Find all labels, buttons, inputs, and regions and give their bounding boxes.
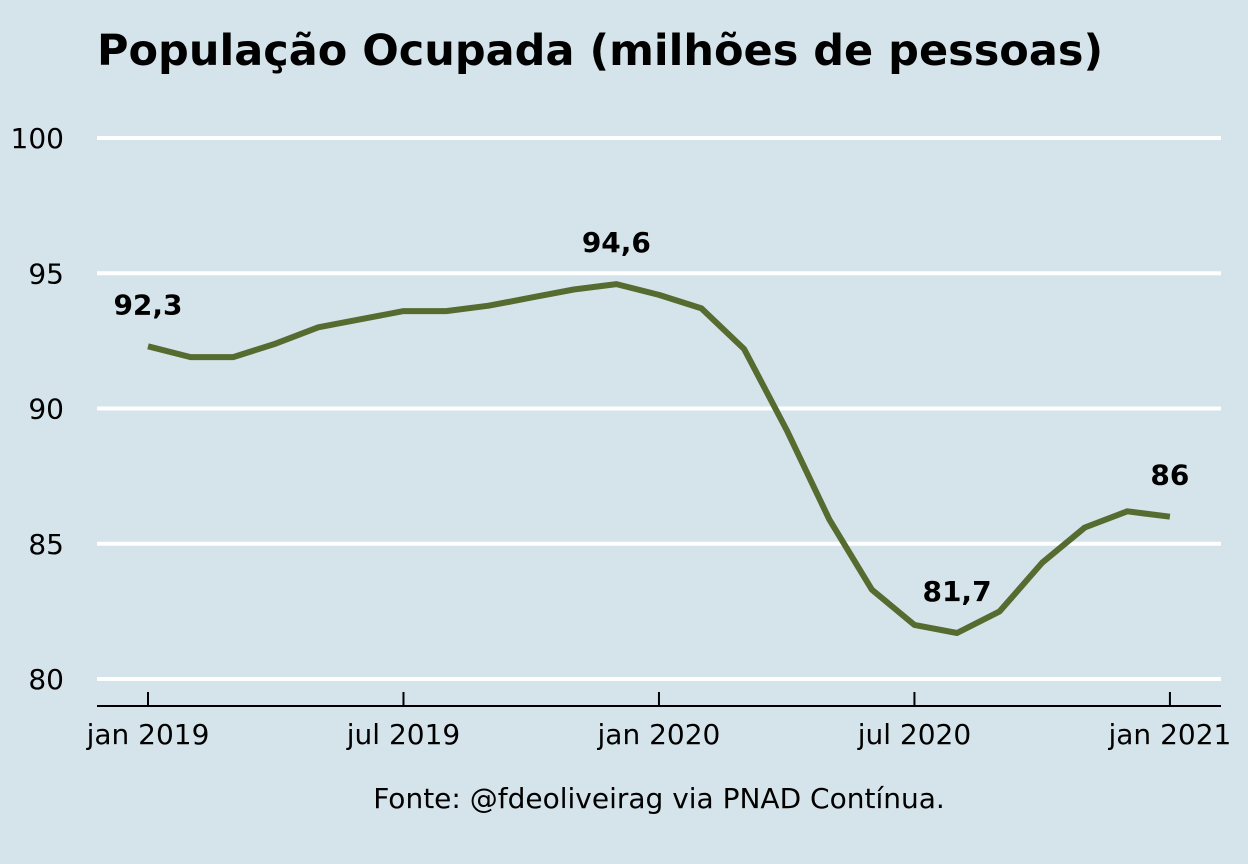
y-tick-label-95: 95 xyxy=(28,257,64,290)
x-axis-tick-labels: jan 2019 jul 2019 jan 2020 jul 2020 jan 2021 xyxy=(86,718,1232,751)
series-layer xyxy=(147,281,1171,636)
y-tick-label-90: 90 xyxy=(28,393,64,426)
y-tick-label-100: 100 xyxy=(11,122,64,155)
data-label-2: 81,7 xyxy=(922,575,991,608)
x-axis xyxy=(97,692,1221,707)
x-tick-label-4: jan 2021 xyxy=(1107,718,1231,751)
y-tick-label-80: 80 xyxy=(28,663,64,696)
x-tick-label-3: jul 2020 xyxy=(857,718,971,751)
data-labels: 92,3 94,6 81,7 86 xyxy=(113,226,1189,608)
x-tick-label-0: jan 2019 xyxy=(86,718,210,751)
series-line-0 xyxy=(147,281,1171,636)
y-axis-tick-labels: 80 85 90 95 100 xyxy=(11,122,64,696)
y-tick-label-85: 85 xyxy=(28,528,64,561)
data-label-1: 94,6 xyxy=(582,226,651,259)
x-tick-label-1: jul 2019 xyxy=(346,718,460,751)
data-label-0: 92,3 xyxy=(113,288,182,321)
grid-lines xyxy=(97,136,1221,681)
x-tick-label-2: jan 2020 xyxy=(597,718,721,751)
chart-title: População Ocupada (milhões de pessoas) xyxy=(97,26,1104,76)
source-note: Fonte: @fdeoliveirag via PNAD Contínua. xyxy=(373,782,945,815)
data-label-3: 86 xyxy=(1150,459,1189,492)
